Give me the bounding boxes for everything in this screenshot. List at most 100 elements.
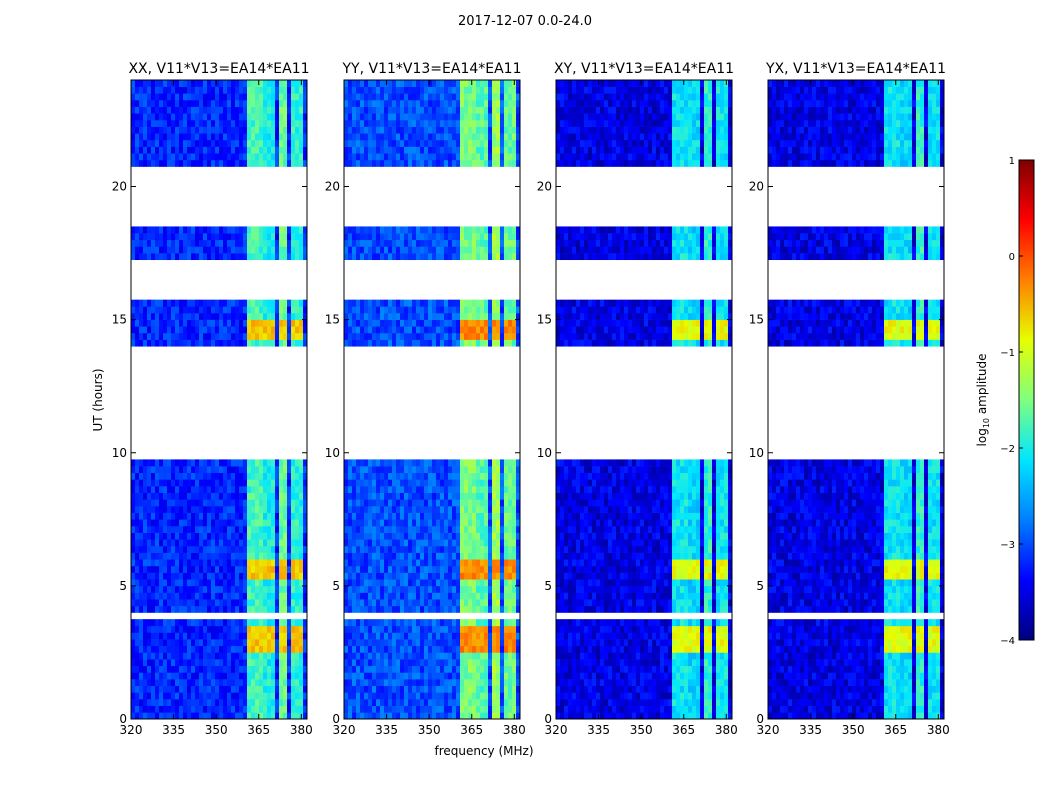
heatmap-cell [163,599,168,607]
heatmap-cell [348,599,353,607]
heatmap-cell [171,239,176,247]
heatmap-cell [219,159,224,167]
heatmap-cell [504,486,509,493]
heatmap-cell [303,479,308,487]
heatmap-cell [143,479,148,487]
heatmap-cell [344,592,349,600]
heatmap-cell [408,499,413,507]
heatmap-cell [432,332,437,340]
heatmap-cell [488,532,493,540]
heatmap-cell [452,592,457,600]
heatmap-cell [215,472,220,480]
heatmap-cell [472,572,477,580]
heatmap-cell [131,679,136,687]
heatmap-cell [259,532,264,540]
heatmap-cell [259,592,264,600]
heatmap-cell [167,679,172,687]
heatmap-cell [155,545,160,553]
heatmap-cell [448,532,453,540]
heatmap-cell [476,319,481,327]
heatmap-cell [211,639,216,647]
heatmap-cell [231,459,236,467]
heatmap-cell [231,159,236,167]
heatmap-cell [239,712,244,720]
heatmap-cell [175,685,180,693]
heatmap-cell [344,572,349,580]
heatmap-cell [460,499,465,507]
heatmap-cell [175,539,180,547]
heatmap-cell [432,705,437,713]
heatmap-cell [179,545,184,553]
heatmap-cell [420,539,425,547]
heatmap-cell [380,639,385,647]
heatmap-cell [516,319,521,327]
heatmap-cell [464,519,469,527]
heatmap-cell [388,685,393,693]
heatmap-cell [215,486,220,493]
heatmap-cell [187,585,192,593]
heatmap-cell [243,86,248,94]
heatmap-cell [263,605,268,613]
heatmap-cell [207,339,212,347]
heatmap-cell [175,639,180,647]
heatmap-cell [271,499,276,507]
heatmap-cell [243,705,248,713]
heatmap-cell [388,239,393,247]
heatmap-cell [247,652,252,660]
heatmap-cell [243,459,248,467]
heatmap-cell [143,472,148,480]
heatmap-cell [219,512,224,520]
heatmap-cell [167,146,172,154]
heatmap-cell [215,659,220,667]
heatmap-cell [183,319,188,327]
heatmap-cell [155,532,160,540]
heatmap-cell [464,619,469,627]
heatmap-cell [504,672,509,680]
heatmap-cell [195,592,200,600]
heatmap-cell [207,499,212,507]
heatmap-cell [404,319,409,327]
heatmap-cell [484,312,489,320]
heatmap-cell [223,332,228,340]
heatmap-cell [480,486,485,493]
heatmap-cell [139,106,144,114]
heatmap-cell [380,479,385,487]
heatmap-cell [492,512,497,520]
heatmap-cell [408,705,413,713]
heatmap-cell [464,645,469,653]
heatmap-cell [388,479,393,487]
heatmap-cell [139,619,144,627]
heatmap-cell [480,705,485,713]
heatmap-cell [211,126,216,134]
heatmap-cell [384,472,389,480]
heatmap-cell [191,672,196,680]
heatmap-cell [259,512,264,520]
heatmap-cell [420,605,425,613]
heatmap-cell [279,339,284,347]
heatmap-cell [484,692,489,700]
heatmap-cell [432,712,437,720]
heatmap-cell [183,253,188,261]
heatmap-cell [404,499,409,507]
heatmap-cell [344,532,349,540]
heatmap-cell [223,625,228,633]
heatmap-cell [135,545,140,553]
heatmap-cell [384,532,389,540]
heatmap-cell [464,525,469,533]
heatmap-cell [171,685,176,693]
heatmap-cell [372,486,377,493]
heatmap-cell [251,659,256,667]
heatmap-cell [468,699,473,706]
heatmap-cell [215,312,220,320]
heatmap-cell [436,565,441,573]
heatmap-cell [376,532,381,540]
heatmap-cell [183,652,188,660]
heatmap-cell [388,605,393,613]
heatmap-cell [303,599,308,607]
heatmap-cell [364,299,369,307]
heatmap-cell [484,512,489,520]
heatmap-cell [243,592,248,600]
heatmap-cell [215,512,220,520]
heatmap-cell [468,506,473,513]
heatmap-cell [143,525,148,533]
